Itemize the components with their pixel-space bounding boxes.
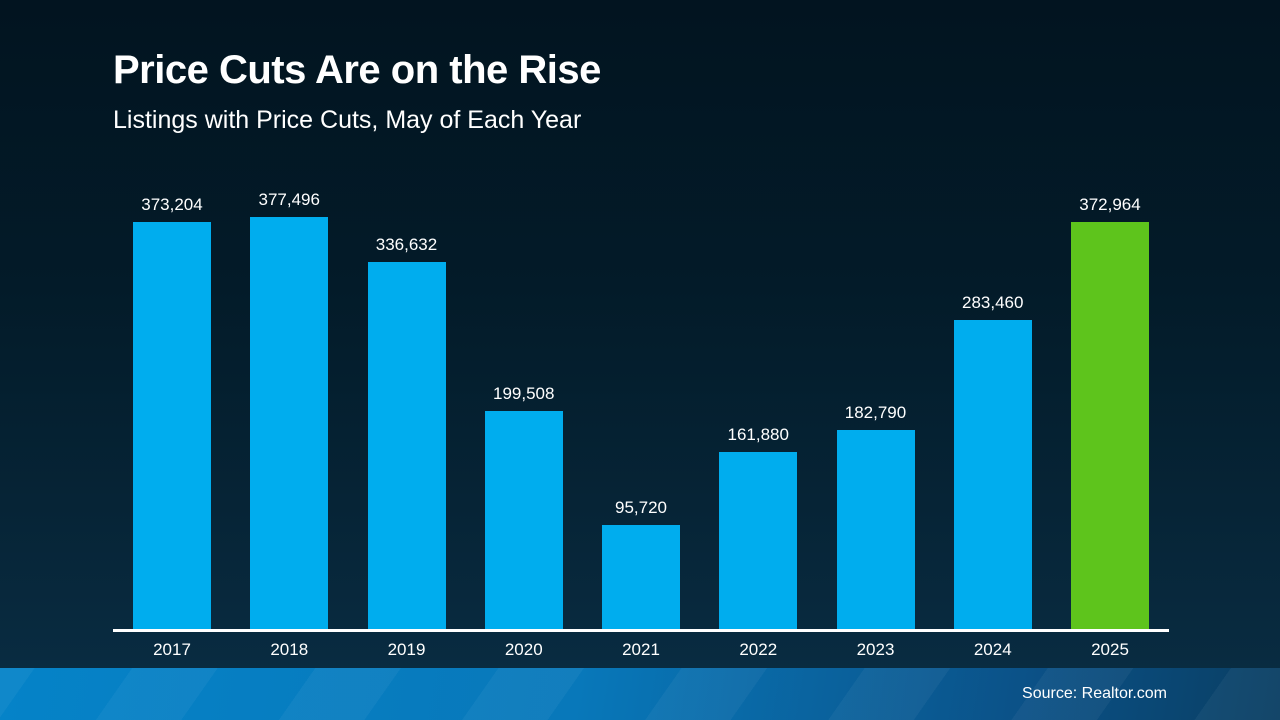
footer-bar: Source: Realtor.com: [0, 668, 1280, 720]
bar: [836, 430, 915, 629]
bar: [484, 411, 563, 629]
chart-subtitle: Listings with Price Cuts, May of Each Ye…: [113, 106, 582, 134]
bar-value-label: 161,880: [727, 425, 789, 444]
bar: [953, 320, 1032, 629]
bar-column: 182,790: [836, 403, 915, 629]
x-axis-tick-label: 2018: [270, 640, 309, 659]
bar: [602, 525, 680, 629]
bar-value-label: 336,632: [375, 235, 438, 254]
bar-column: 377,496: [250, 190, 329, 629]
x-axis-tick-label: 2019: [387, 640, 426, 659]
bar-value-label: 199,508: [493, 384, 555, 403]
bar-value-label: 95,720: [615, 498, 667, 517]
bar: [133, 222, 211, 629]
bar-column: 336,632: [367, 235, 446, 629]
bar: [250, 217, 329, 629]
bar-value-label: 377,496: [258, 190, 320, 209]
x-axis-tick-label: 2021: [622, 640, 660, 659]
x-axis-labels: 2017 2018 2019 2020 2021 2022 2023 2024 2025: [113, 640, 1169, 660]
chart-title: Price Cuts Are on the Rise: [113, 48, 601, 92]
bar-column: 95,720: [602, 498, 680, 629]
bar-value-label: 373,204: [141, 195, 203, 214]
source-attribution: Source: Realtor.com: [1022, 685, 1167, 702]
x-axis-tick-label: 2024: [973, 640, 1012, 659]
x-axis-tick-label: 2022: [739, 640, 778, 659]
x-axis-tick-label: 2025: [1091, 640, 1129, 659]
bar-chart: 373,204 377,496 336,632 199,508 95,720 1…: [113, 0, 1169, 629]
bar-column: 161,880: [719, 425, 798, 629]
bar: [1071, 222, 1149, 629]
bar-value-label: 372,964: [1079, 195, 1141, 214]
bar-column: 199,508: [484, 384, 563, 629]
bar-value-label: 283,460: [962, 293, 1024, 312]
bar: [719, 452, 798, 629]
x-axis-tick-label: 2020: [504, 640, 543, 659]
bar: [367, 262, 446, 629]
bar-column: 283,460: [953, 293, 1032, 629]
x-axis-tick-label: 2023: [856, 640, 895, 659]
bar-column: 373,204: [133, 195, 211, 629]
bar-column: 372,964: [1071, 195, 1149, 629]
bar-value-label: 182,790: [844, 403, 907, 422]
x-axis-line: [113, 629, 1169, 632]
x-axis-tick-label: 2017: [153, 640, 191, 659]
